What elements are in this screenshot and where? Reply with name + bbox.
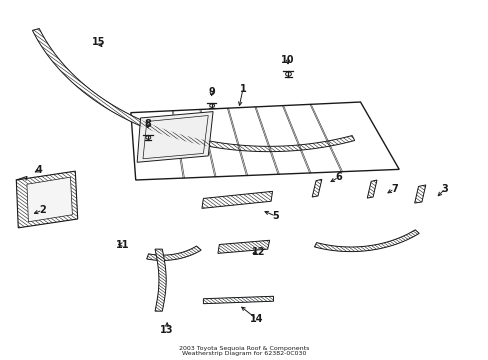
Polygon shape <box>366 180 376 198</box>
Polygon shape <box>16 171 78 228</box>
Text: 7: 7 <box>390 184 397 194</box>
Polygon shape <box>203 296 273 304</box>
Text: 13: 13 <box>160 325 174 334</box>
Polygon shape <box>202 192 272 208</box>
Polygon shape <box>311 179 321 197</box>
Polygon shape <box>218 240 269 253</box>
Polygon shape <box>414 185 425 203</box>
Polygon shape <box>155 249 166 311</box>
Text: 14: 14 <box>249 314 263 324</box>
Polygon shape <box>218 240 269 253</box>
Text: 11: 11 <box>116 239 129 249</box>
Polygon shape <box>27 177 72 222</box>
Text: 15: 15 <box>92 37 105 48</box>
Text: 4: 4 <box>36 165 42 175</box>
Text: 5: 5 <box>272 211 279 221</box>
Polygon shape <box>146 246 201 260</box>
Polygon shape <box>311 179 321 197</box>
Polygon shape <box>202 192 272 208</box>
Polygon shape <box>32 28 354 152</box>
Polygon shape <box>314 230 418 252</box>
Polygon shape <box>155 249 166 311</box>
Text: 8: 8 <box>144 119 151 129</box>
Polygon shape <box>32 28 354 152</box>
Text: 2: 2 <box>39 205 46 215</box>
Text: 6: 6 <box>335 172 342 182</box>
Text: 12: 12 <box>252 247 265 257</box>
Text: 1: 1 <box>239 84 246 94</box>
Text: 3: 3 <box>441 184 447 194</box>
Polygon shape <box>314 230 418 252</box>
Text: 9: 9 <box>208 87 215 97</box>
Polygon shape <box>203 296 273 304</box>
Polygon shape <box>131 102 398 180</box>
Polygon shape <box>137 112 213 162</box>
Text: 2003 Toyota Sequoia Roof & Components: 2003 Toyota Sequoia Roof & Components <box>179 346 309 351</box>
Text: 10: 10 <box>281 55 294 65</box>
Polygon shape <box>146 246 201 260</box>
Text: Weatherstrip Diagram for 62382-0C030: Weatherstrip Diagram for 62382-0C030 <box>182 351 306 356</box>
Polygon shape <box>366 180 376 198</box>
Polygon shape <box>16 171 78 228</box>
Polygon shape <box>414 185 425 203</box>
